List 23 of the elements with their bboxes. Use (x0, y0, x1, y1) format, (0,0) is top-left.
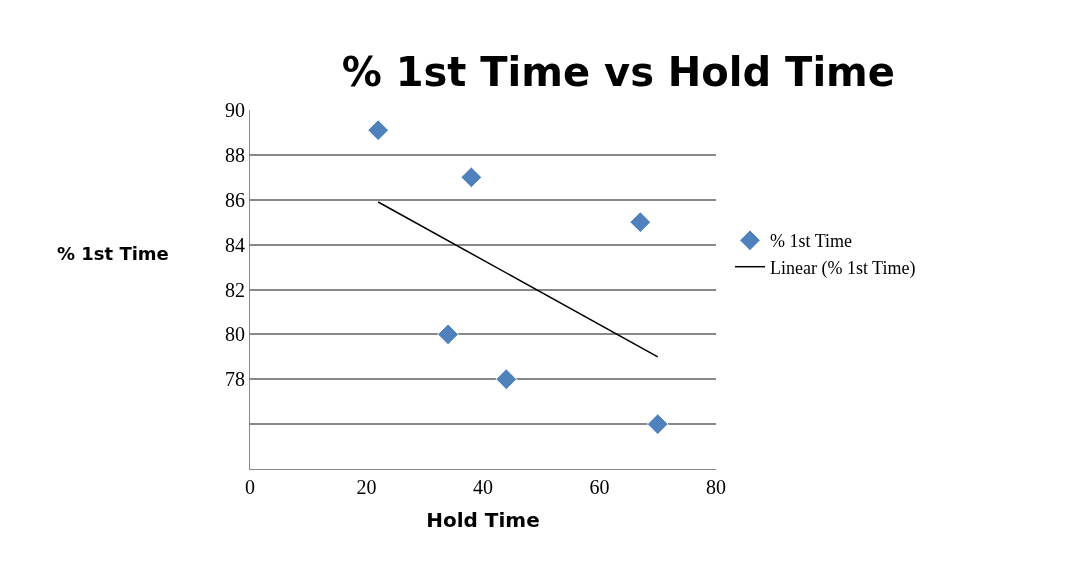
point (629, 211, 652, 234)
y-tick-label: 86 (225, 188, 245, 211)
legend-label: Linear (% 1st Time) (769, 257, 916, 279)
point (495, 368, 518, 391)
y-tick-label: 80 (225, 323, 245, 346)
point (437, 323, 459, 346)
point (646, 413, 669, 436)
x-axis-title: Hold Time (426, 507, 540, 532)
point (367, 119, 390, 142)
x-tick-label: 80 (706, 476, 726, 498)
y-axis-title: % 1st Time (57, 243, 169, 264)
chart-title: % 1st Time vs Hold Time (341, 48, 895, 95)
y-tick-label: 78 (225, 368, 245, 391)
y-tick-label: 90 (225, 99, 245, 121)
x-tick-label: 0 (245, 476, 255, 498)
y-tick-label: 82 (225, 278, 245, 301)
x-tick-label: 40 (473, 476, 493, 498)
y-tick-label: 88 (225, 143, 245, 166)
y-tick-label: 84 (225, 233, 245, 256)
x-tick-label: 60 (589, 476, 610, 498)
point (460, 166, 483, 189)
legend-label: % 1st Time (769, 231, 853, 252)
x-tick-label: 20 (356, 476, 377, 498)
